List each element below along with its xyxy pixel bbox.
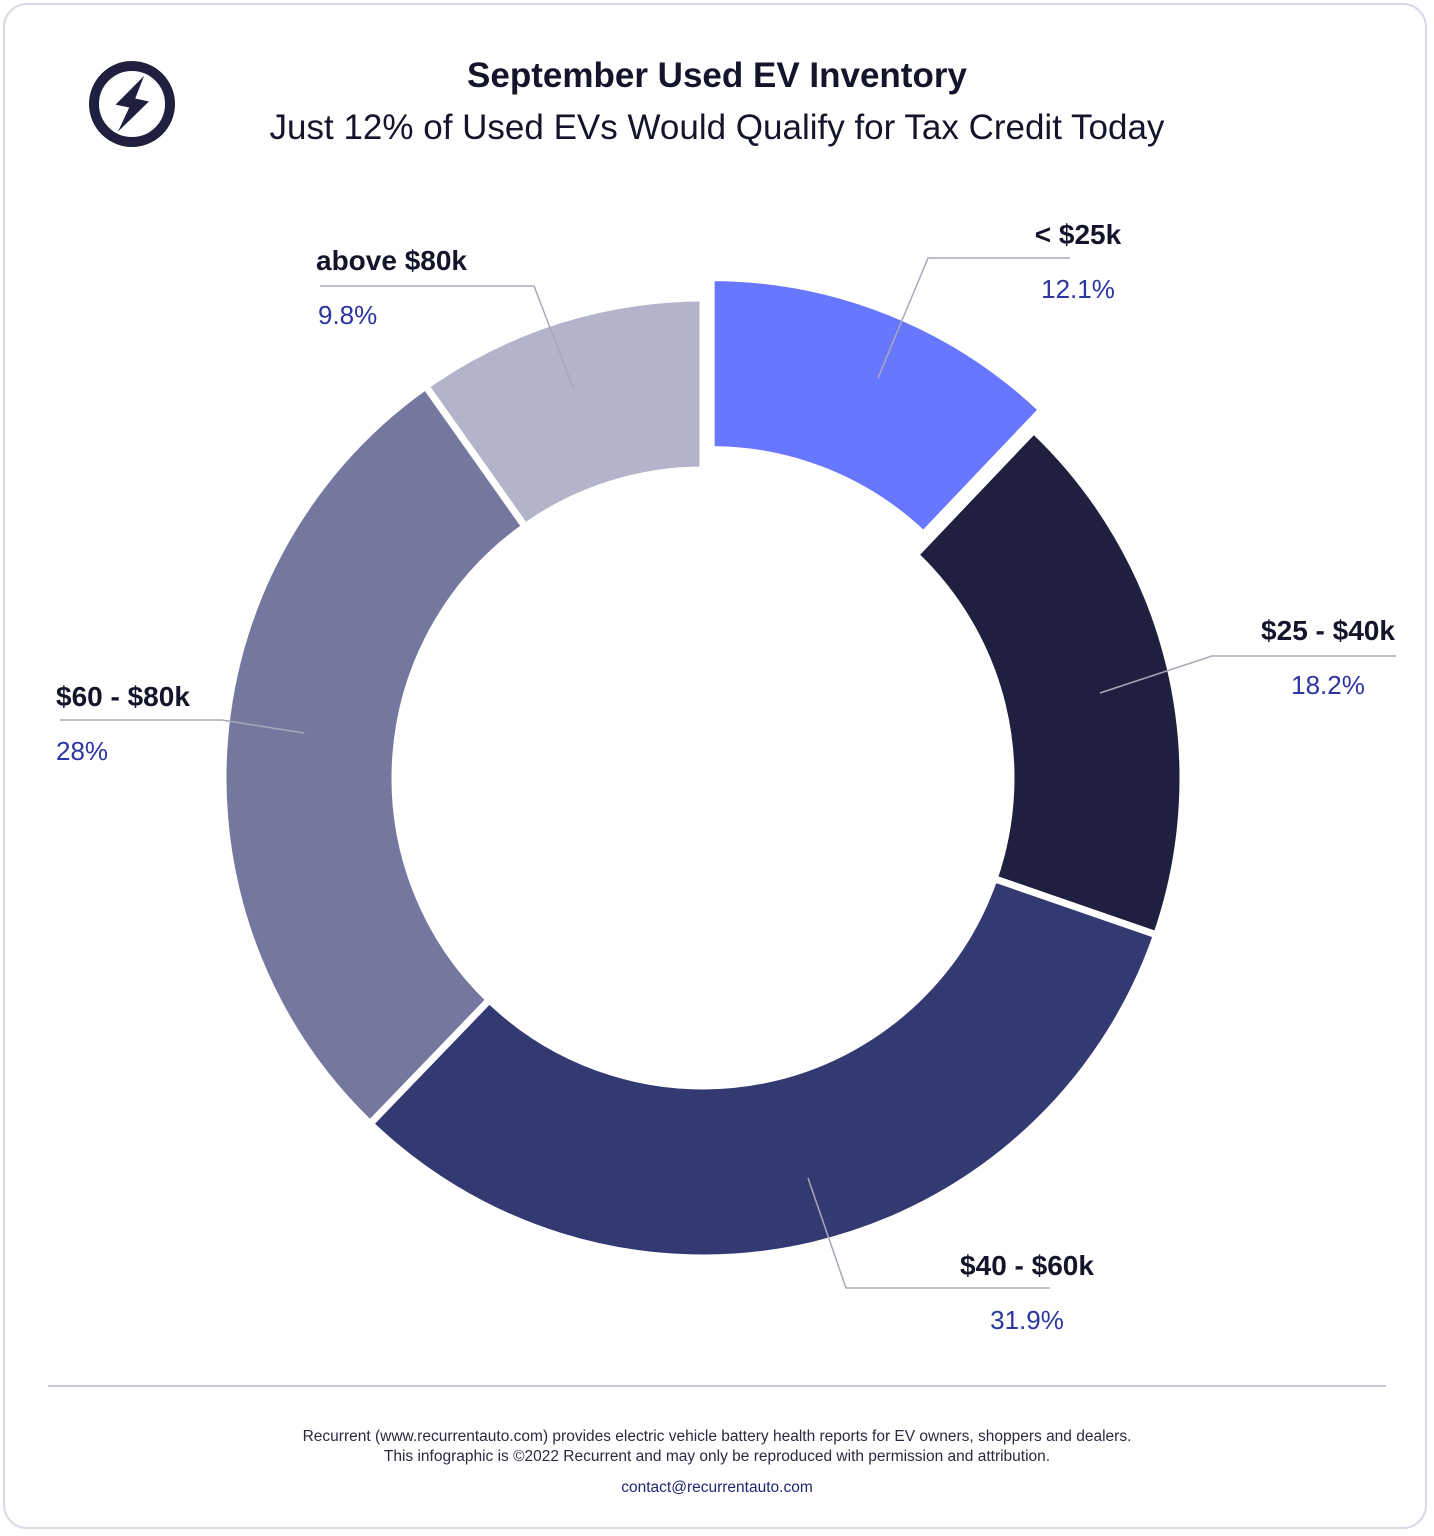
slice-category-label: $25 - $40k [1261, 615, 1395, 646]
slice-value-label: 12.1% [1041, 274, 1115, 304]
slice-value-label: 9.8% [318, 300, 377, 330]
donut-slice-1 [910, 425, 1187, 940]
chart-title: September Used EV Inventory [467, 56, 967, 95]
donut-slice-4 [420, 294, 707, 532]
chart-subtitle: Just 12% of Used EVs Would Qualify for T… [269, 108, 1165, 147]
slice-category-label: above $80k [316, 245, 467, 276]
leader-line-4 [320, 285, 575, 391]
footer-description: Recurrent (www.recurrentauto.com) provid… [302, 1428, 1132, 1445]
slice-category-label: $40 - $60k [960, 1250, 1094, 1281]
donut-slice-3 [219, 381, 530, 1129]
donut-slice-2 [365, 874, 1162, 1262]
slice-category-label: < $25k [1035, 219, 1122, 250]
leader-line-0 [877, 257, 1070, 379]
donut-slice-0 [707, 274, 1047, 540]
footer-divider [48, 1385, 1386, 1387]
contact-email-link[interactable]: contact@recurrentauto.com [621, 1479, 813, 1496]
leader-line-1 [1099, 655, 1396, 694]
lightning-bolt-icon [89, 61, 175, 147]
slice-category-label: $60 - $80k [56, 681, 190, 712]
slice-value-label: 18.2% [1291, 670, 1365, 700]
leader-line-2 [807, 1177, 1050, 1289]
slice-value-label: 31.9% [990, 1305, 1064, 1335]
footer-copyright: This infographic is ©2022 Recurrent and … [383, 1448, 1051, 1465]
slice-value-label: 28% [56, 736, 108, 766]
leader-line-3 [60, 719, 305, 734]
